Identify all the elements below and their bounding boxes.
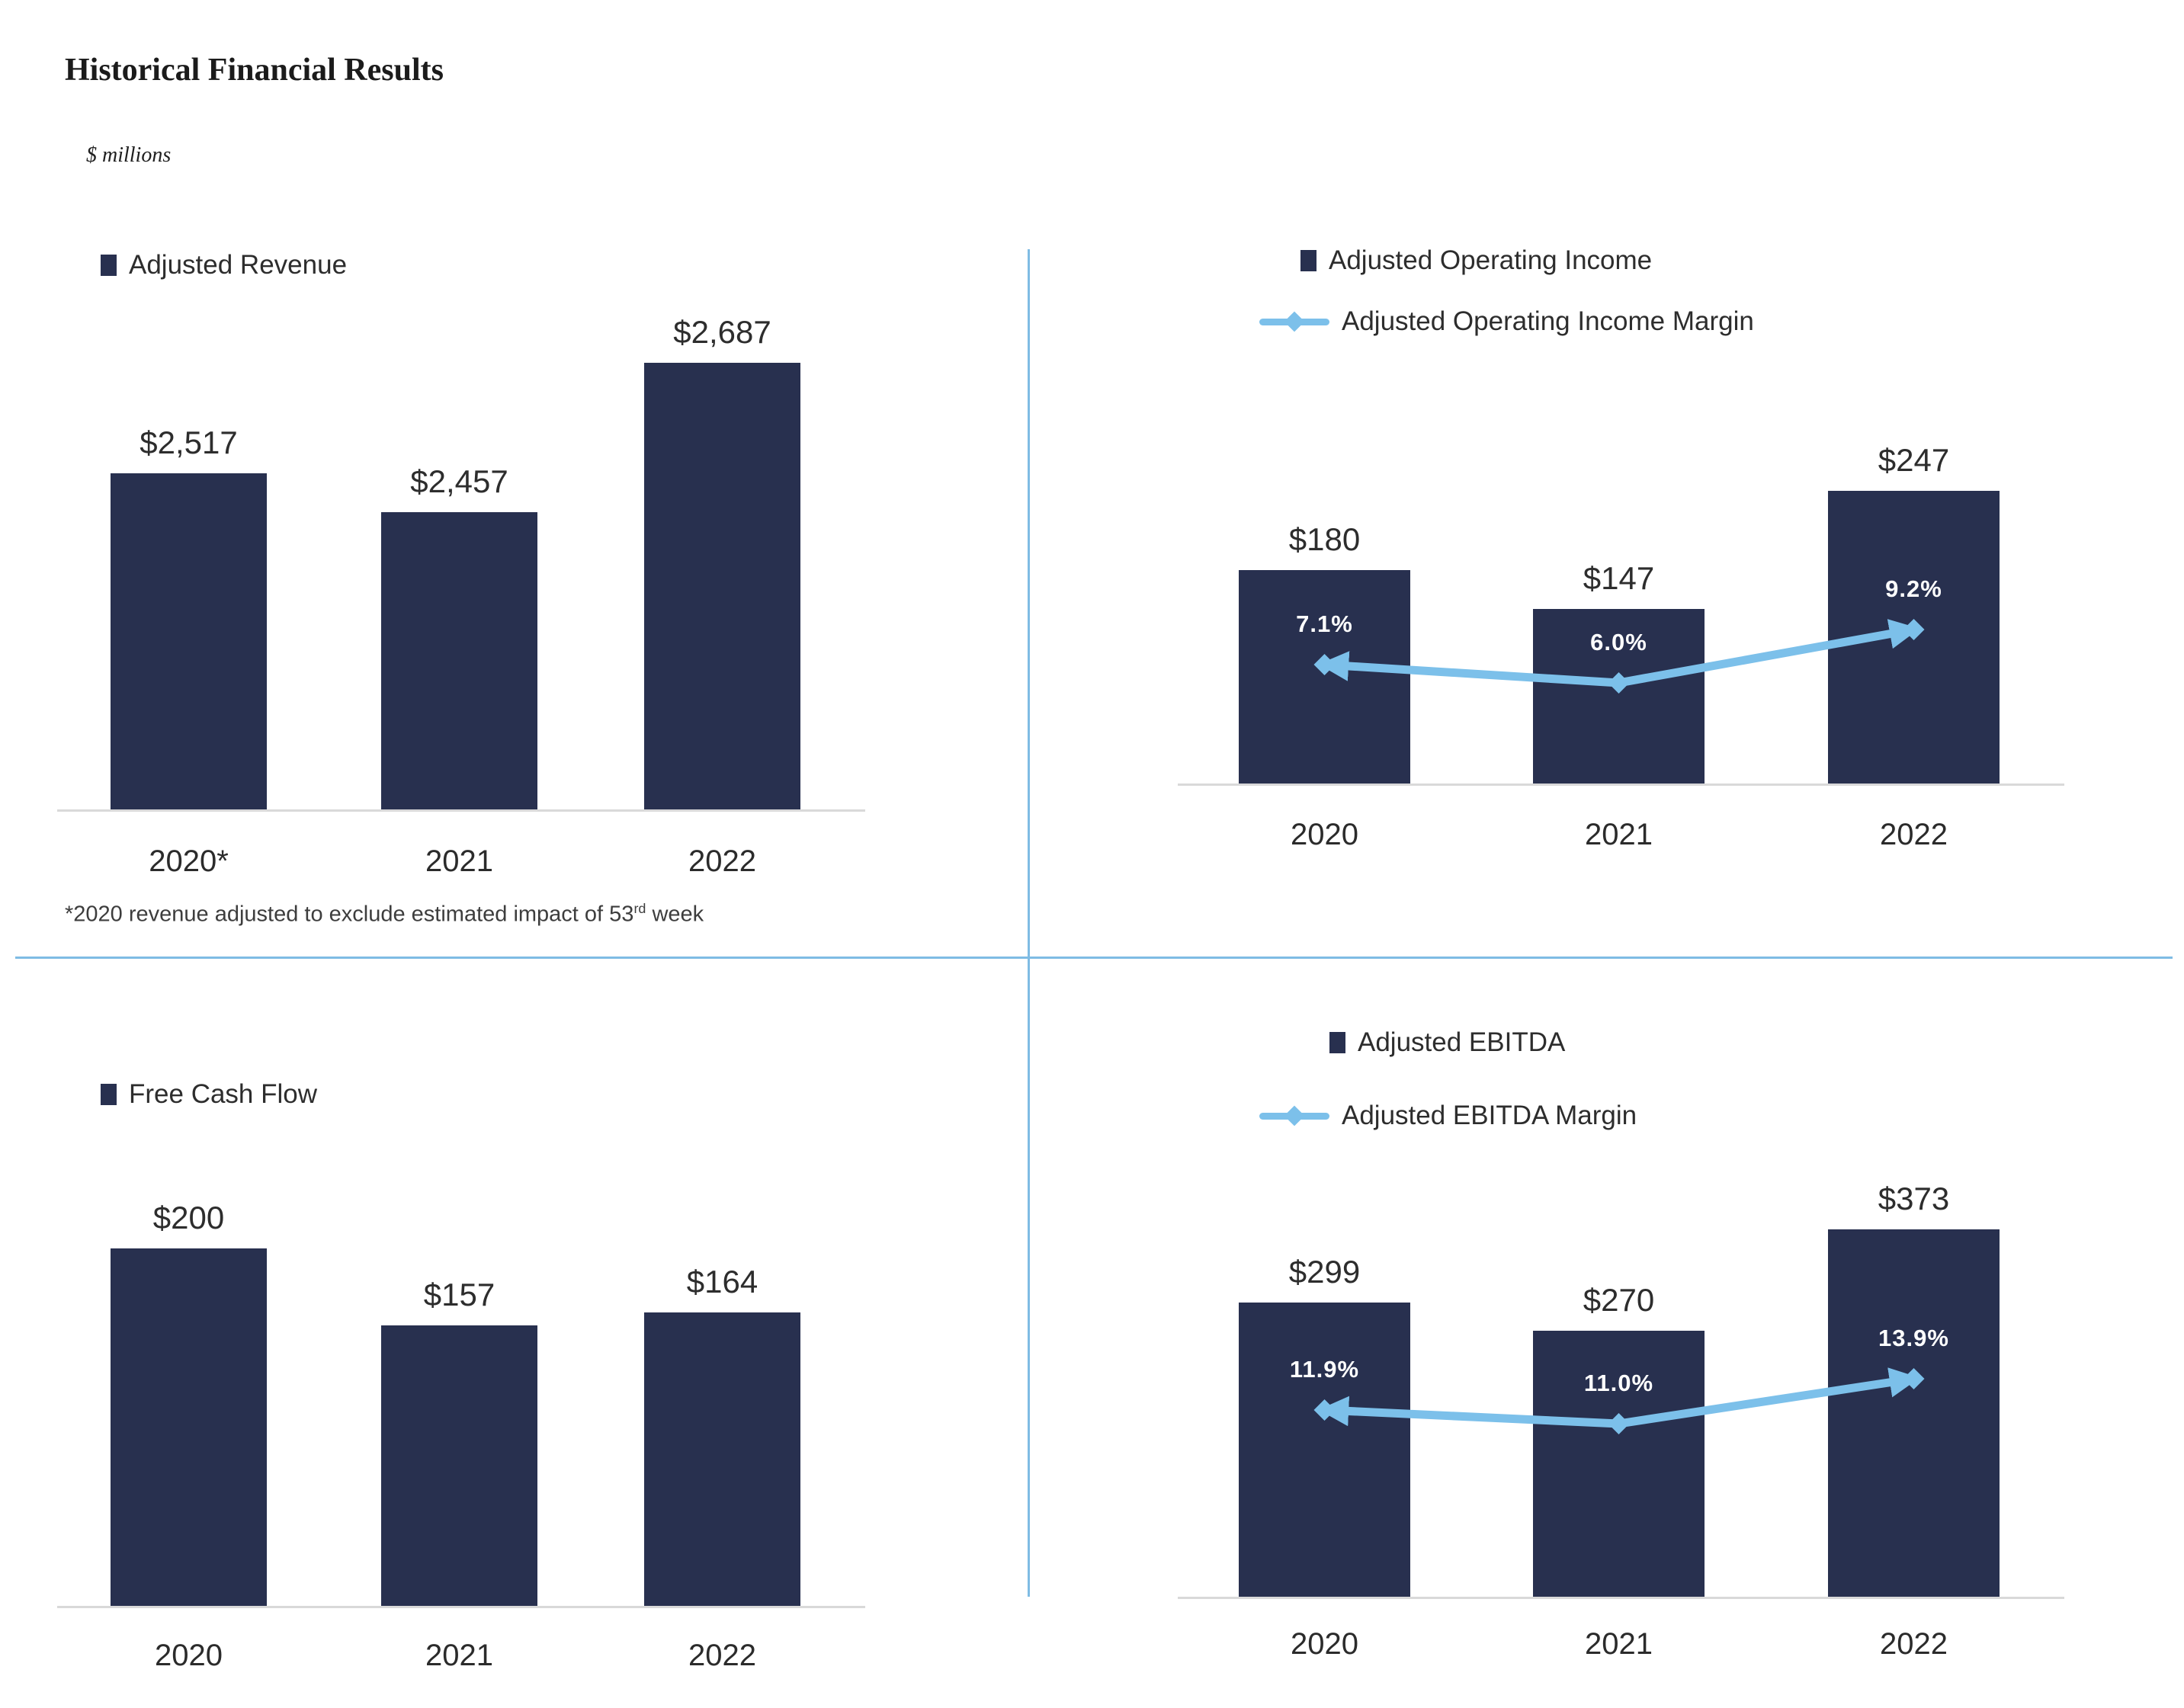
x-axis-baseline bbox=[57, 809, 865, 812]
bar bbox=[1239, 1303, 1410, 1597]
bar-value-label: $299 bbox=[1288, 1254, 1361, 1290]
bar-value-label: $247 bbox=[1878, 442, 1950, 478]
x-axis-category-label: 2020 bbox=[1291, 1627, 1358, 1661]
x-axis-category-label: 2022 bbox=[688, 844, 756, 878]
x-axis-category-label: 2022 bbox=[688, 1639, 756, 1672]
x-axis-baseline bbox=[1178, 784, 2064, 786]
vertical-divider bbox=[1028, 249, 1030, 1597]
bar-series-swatch-icon bbox=[101, 1084, 117, 1105]
legend-adjusted-ebitda-margin: Adjusted EBITDA Margin bbox=[1259, 1101, 1637, 1131]
bar bbox=[1828, 491, 2000, 784]
margin-value-label: 9.2% bbox=[1885, 575, 1942, 602]
bar bbox=[1828, 1229, 2000, 1597]
horizontal-divider bbox=[15, 957, 2173, 959]
legend-label: Adjusted Operating Income Margin bbox=[1342, 306, 1754, 336]
x-axis-category-label: 2021 bbox=[425, 844, 493, 878]
x-axis-category-label: 2021 bbox=[1585, 818, 1653, 851]
bar bbox=[381, 1325, 537, 1606]
bar bbox=[111, 473, 267, 809]
legend-label: Adjusted Revenue bbox=[129, 250, 348, 280]
bar-value-label: $2,687 bbox=[673, 314, 771, 350]
x-axis-baseline bbox=[57, 1606, 865, 1608]
margin-value-label: 6.0% bbox=[1590, 629, 1647, 655]
line-diamond-marker-icon bbox=[1259, 318, 1329, 325]
legend-adjusted-operating-income: Adjusted Operating Income bbox=[1300, 245, 1652, 276]
margin-value-label: 13.9% bbox=[1878, 1325, 1949, 1351]
bar-series-swatch-icon bbox=[101, 255, 117, 276]
margin-value-label: 11.0% bbox=[1583, 1370, 1654, 1396]
bar-value-label: $270 bbox=[1583, 1282, 1655, 1318]
legend-adjusted-revenue: Adjusted Revenue bbox=[101, 250, 347, 280]
bar-series-swatch-icon bbox=[1300, 250, 1316, 271]
margin-value-label: 11.9% bbox=[1289, 1356, 1360, 1383]
line-diamond-marker-icon bbox=[1259, 1112, 1329, 1120]
bar-series-swatch-icon bbox=[1329, 1032, 1345, 1053]
bar-value-label: $157 bbox=[423, 1277, 495, 1312]
bar-value-label: $200 bbox=[152, 1200, 225, 1235]
x-axis-category-label: 2021 bbox=[1585, 1627, 1653, 1661]
bar-value-label: $373 bbox=[1878, 1181, 1950, 1216]
bar bbox=[111, 1248, 267, 1606]
bar-value-label: $164 bbox=[686, 1264, 758, 1299]
legend-label: Adjusted Operating Income bbox=[1329, 245, 1653, 275]
bar bbox=[1239, 570, 1410, 784]
x-axis-baseline bbox=[1178, 1597, 2064, 1599]
bar-value-label: $147 bbox=[1583, 560, 1655, 596]
x-axis-category-label: 2022 bbox=[1880, 1627, 1948, 1661]
x-axis-category-label: 2022 bbox=[1880, 818, 1948, 851]
bar bbox=[644, 363, 800, 809]
legend-label: Adjusted EBITDA Margin bbox=[1342, 1101, 1637, 1130]
bar bbox=[644, 1312, 800, 1606]
margin-value-label: 7.1% bbox=[1296, 610, 1353, 637]
units-note: $ millions bbox=[86, 143, 172, 167]
x-axis-category-label: 2020 bbox=[1291, 818, 1358, 851]
legend-label: Adjusted EBITDA bbox=[1358, 1027, 1566, 1057]
x-axis-category-label: 2021 bbox=[425, 1639, 493, 1672]
x-axis-category-label: 2020* bbox=[149, 844, 229, 878]
legend-free-cash-flow: Free Cash Flow bbox=[101, 1079, 317, 1110]
legend-adjusted-ebitda: Adjusted EBITDA bbox=[1329, 1027, 1565, 1058]
footnote-superscript: rd bbox=[633, 901, 646, 916]
bar-value-label: $180 bbox=[1288, 521, 1361, 557]
footnote: *2020 revenue adjusted to exclude estima… bbox=[65, 901, 704, 927]
legend-label: Free Cash Flow bbox=[129, 1079, 318, 1109]
x-axis-category-label: 2020 bbox=[155, 1639, 223, 1672]
bar-value-label: $2,457 bbox=[410, 463, 508, 499]
bar-value-label: $2,517 bbox=[140, 425, 238, 460]
bar bbox=[381, 512, 537, 809]
page-title: Historical Financial Results bbox=[65, 53, 444, 88]
legend-adjusted-operating-income-margin: Adjusted Operating Income Margin bbox=[1259, 306, 1754, 337]
